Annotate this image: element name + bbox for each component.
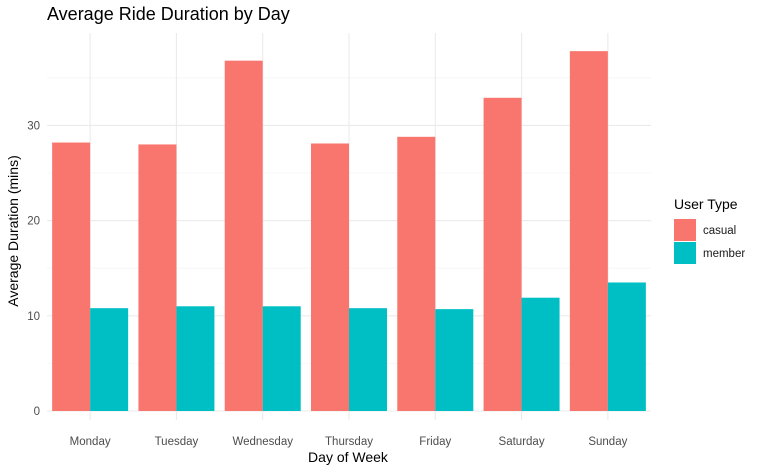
legend-key-casual: [674, 219, 696, 241]
bar-casual-wednesday: [224, 60, 263, 411]
bar-casual-thursday: [311, 143, 349, 411]
chart-title: Average Ride Duration by Day: [47, 4, 290, 24]
x-tick-label: Saturday: [499, 436, 545, 448]
bar-casual-sunday: [569, 51, 608, 411]
bar-member-saturday: [521, 297, 560, 411]
bar-member-monday: [90, 308, 129, 411]
x-tick-label: Thursday: [325, 436, 373, 448]
bar-casual-saturday: [483, 97, 522, 412]
y-axis-title: Average Duration (mins): [5, 155, 21, 306]
y-axis-ticks: 0 10 20 30: [27, 120, 40, 418]
x-axis-ticks: Monday Tuesday Wednesday Thursday Friday Satu…: [70, 436, 628, 448]
y-tick-label: 20: [27, 216, 40, 228]
x-tick-label: Wednesday: [232, 436, 293, 448]
bar-casual-friday: [397, 136, 436, 411]
legend: User Type casual member: [674, 196, 745, 264]
bar-casual-monday: [52, 142, 91, 411]
legend-label-casual: casual: [703, 225, 736, 237]
bar-member-wednesday: [262, 306, 301, 411]
y-tick-label: 30: [27, 120, 40, 132]
y-tick-label: 0: [34, 406, 40, 418]
bars: [52, 51, 646, 412]
x-tick-label: Friday: [419, 436, 451, 448]
bar-member-friday: [435, 309, 474, 411]
legend-title: User Type: [674, 196, 738, 212]
legend-label-member: member: [703, 248, 745, 260]
bar-member-sunday: [607, 282, 646, 411]
x-tick-label: Tuesday: [155, 436, 199, 448]
bar-member-tuesday: [176, 306, 215, 411]
bar-member-thursday: [349, 308, 387, 411]
legend-key-member: [674, 242, 696, 264]
x-tick-label: Monday: [70, 436, 111, 448]
x-axis-title: Day of Week: [308, 449, 389, 465]
y-tick-label: 10: [27, 311, 40, 323]
x-tick-label: Sunday: [588, 436, 627, 448]
bar-casual-tuesday: [138, 144, 177, 411]
